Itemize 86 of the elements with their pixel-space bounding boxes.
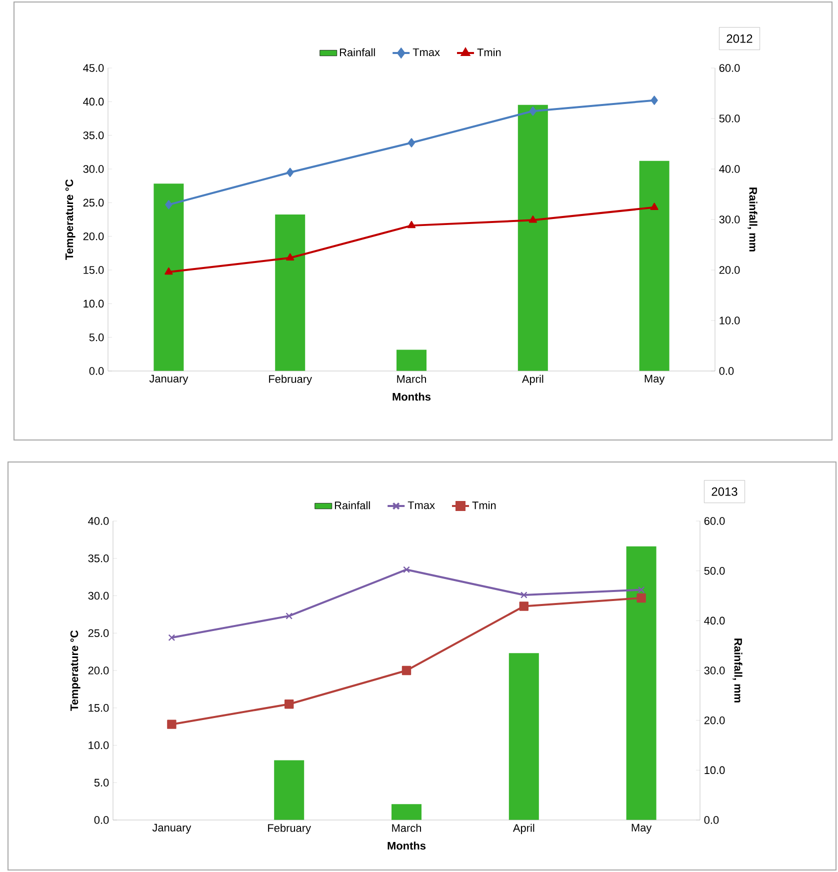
y2-tick-label: 0.0: [719, 367, 734, 375]
y-tick-label: 15.0: [84, 266, 104, 274]
legend-label: Rainfall: [340, 48, 375, 56]
point: [286, 168, 294, 177]
y2-tick-label: 20.0: [704, 716, 725, 724]
bar: [274, 760, 304, 820]
legend-label: Rainfall: [334, 501, 370, 510]
bar: [275, 214, 306, 372]
point: [286, 612, 293, 620]
y2-tick-label: 60.0: [719, 64, 740, 72]
text: 2013: [712, 487, 738, 496]
legend-label: Tmin: [472, 501, 496, 510]
y-tick-label: 20.0: [83, 232, 104, 240]
y2-tick-label: 50.0: [719, 114, 740, 122]
point: [402, 666, 412, 676]
y2-tick-label: 20.0: [719, 266, 740, 274]
x-tick-label: May: [632, 824, 652, 834]
x-tick-label: March: [392, 824, 422, 832]
bar: [396, 350, 427, 372]
x-axis-title: Months: [392, 392, 431, 401]
point: [165, 200, 172, 210]
bar: [508, 653, 539, 820]
x-tick-label: February: [269, 374, 312, 386]
y-tick-label: 10.0: [84, 300, 104, 308]
bar: [626, 546, 656, 820]
y2-axis-title: Rainfall, mm: [748, 188, 758, 252]
y-tick-label: 25.0: [83, 198, 104, 207]
legend-label: Tmax: [412, 48, 440, 56]
point: [638, 586, 645, 594]
point: [408, 138, 416, 148]
x-tick-label: January: [152, 824, 192, 834]
point: [520, 592, 528, 598]
y-axis-title: Temperature °C: [70, 630, 80, 711]
x-tick-label: February: [268, 824, 311, 834]
bar: [518, 104, 548, 372]
point: [636, 593, 646, 603]
text: 2012: [726, 34, 752, 43]
point: [164, 267, 173, 275]
y-tick-label: 40.0: [83, 98, 104, 106]
point: [519, 602, 528, 611]
y2-tick-label: 10.0: [704, 766, 725, 774]
x-tick-label: January: [149, 374, 188, 385]
y-tick-label: 30.0: [88, 592, 109, 600]
x-tick-label: April: [522, 374, 544, 386]
y2-tick-label: 60.0: [704, 517, 725, 525]
point: [167, 720, 176, 729]
point: [528, 216, 537, 223]
legend-label: Tmax: [408, 501, 435, 510]
x-tick-label: May: [644, 374, 665, 385]
y-tick-label: 30.0: [83, 165, 104, 173]
y2-tick-label: 10.0: [720, 316, 740, 324]
y-tick-label: 5.0: [94, 778, 109, 787]
point: [403, 566, 410, 574]
y2-tick-label: 40.0: [704, 616, 725, 625]
y2-tick-label: 0.0: [704, 816, 719, 824]
y2-axis-title: Rainfall, mm: [732, 638, 742, 702]
y-tick-label: 25.0: [88, 629, 109, 638]
point: [529, 106, 537, 116]
y2-tick-label: 40.0: [719, 165, 740, 173]
y-tick-label: 0.0: [94, 816, 109, 824]
y-tick-label: 45.0: [83, 64, 104, 72]
y-tick-label: 0.0: [89, 367, 104, 375]
y-tick-label: 15.0: [88, 704, 109, 712]
y2-tick-label: 30.0: [719, 216, 740, 224]
x-tick-label: April: [512, 824, 534, 834]
y-axis-title: Temperature °C: [65, 179, 76, 260]
bar: [639, 160, 670, 372]
y-tick-label: 40.0: [88, 517, 109, 525]
bar: [154, 184, 184, 372]
point: [286, 253, 294, 260]
legend-label: Tmin: [477, 48, 501, 56]
x-axis-title: Months: [388, 842, 426, 850]
point: [284, 700, 294, 709]
point: [650, 96, 658, 105]
y-tick-label: 35.0: [88, 554, 109, 562]
y2-tick-label: 50.0: [704, 566, 725, 575]
bar: [392, 804, 422, 820]
y2-tick-label: 30.0: [704, 666, 725, 674]
point: [650, 202, 658, 210]
point: [407, 220, 416, 228]
point: [168, 634, 176, 642]
x-tick-label: March: [397, 374, 426, 383]
y-tick-label: 10.0: [88, 741, 109, 750]
y-tick-label: 35.0: [83, 131, 104, 140]
y-tick-label: 20.0: [88, 666, 109, 674]
y-tick-label: 5.0: [89, 333, 104, 342]
